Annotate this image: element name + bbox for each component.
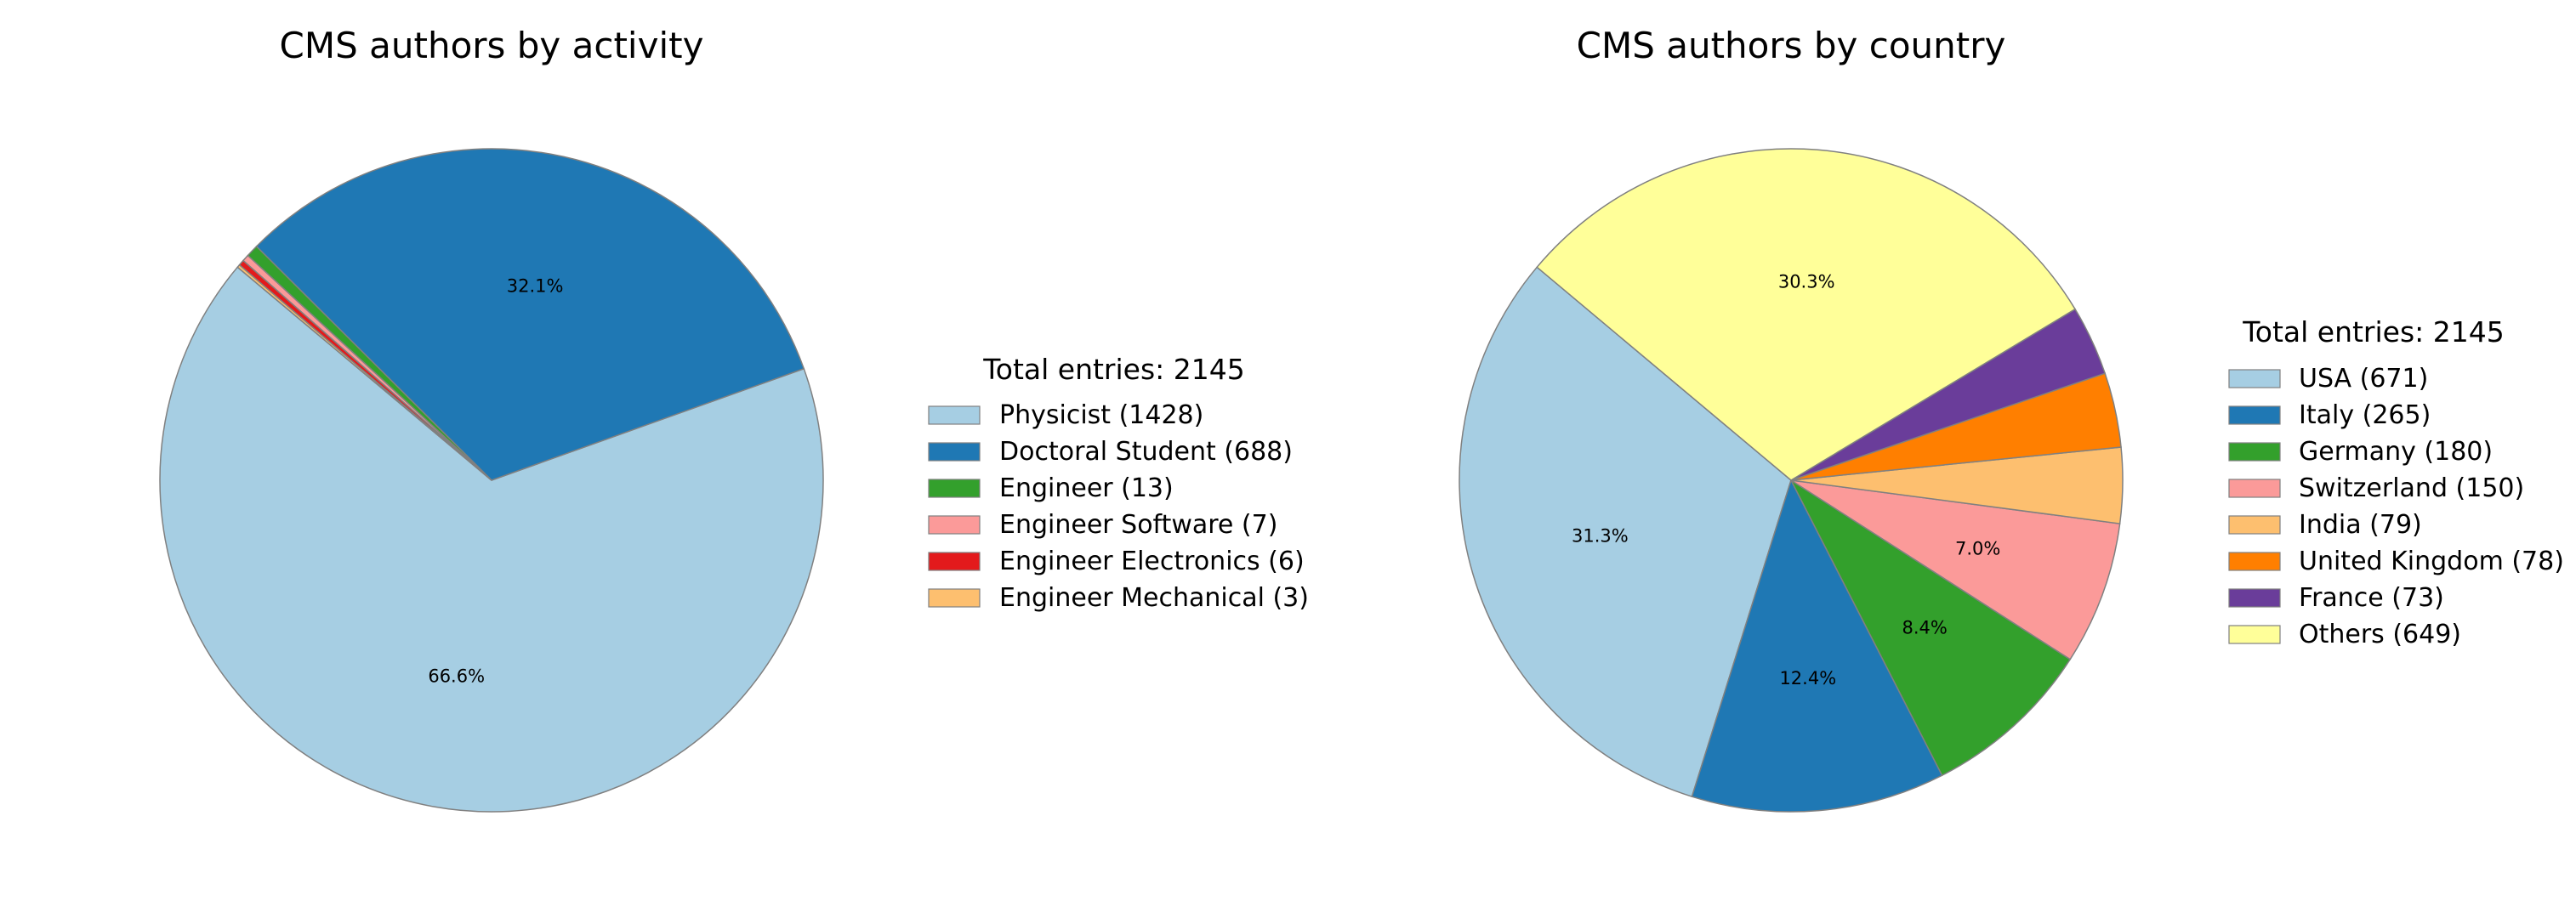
legend-title: Total entries: 2145 <box>2242 315 2505 348</box>
pie-slice <box>1459 266 1792 798</box>
legend-entry-label: Others (649) <box>2299 620 2461 649</box>
slice-percent-label: 32.1% <box>507 276 564 297</box>
legend-swatch <box>2228 588 2281 608</box>
legend-entry-label: Engineer (13) <box>999 473 1174 503</box>
legend-entry-label: India (79) <box>2299 510 2422 540</box>
legend-entry-label: Germany (180) <box>2299 437 2493 467</box>
legend-swatch <box>2228 442 2281 462</box>
slice-percent-label: 31.3% <box>1572 526 1629 547</box>
legend-entry-label: Italy (265) <box>2299 400 2431 430</box>
legend: Total entries: 2145 USA (671) Italy (265) G… <box>2228 315 2564 649</box>
legend-swatch <box>928 405 981 425</box>
legend-entry-label: Engineer Software (7) <box>999 510 1277 540</box>
chart-title: CMS authors by activity <box>280 25 704 66</box>
pie-chart-2: CMS authors by country 31.3% 12.4% 8.4% 7.0%… <box>1459 25 2564 813</box>
pie-slice <box>159 266 824 813</box>
slice-percent-label: 12.4% <box>1779 668 1836 688</box>
legend-swatch <box>2228 405 2281 425</box>
legend-entry-label: Engineer Mechanical (3) <box>999 583 1309 613</box>
legend-swatch <box>928 479 981 498</box>
legend-entry-label: Physicist (1428) <box>999 400 1203 430</box>
legend-entry-label: Doctoral Student (688) <box>999 437 1293 467</box>
legend-swatch <box>2228 552 2281 571</box>
pie-chart-1: CMS authors by activity 66.6% 32.1% Total e… <box>159 25 1309 813</box>
legend-swatch <box>928 515 981 535</box>
slice-percent-label: 7.0% <box>1955 539 2000 559</box>
legend-swatch <box>2228 625 2281 644</box>
pie-slice <box>236 264 492 481</box>
legend-swatch <box>2228 515 2281 535</box>
legend-entry-label: Switzerland (150) <box>2299 473 2524 503</box>
legend-swatch <box>928 588 981 608</box>
legend-swatch <box>2228 479 2281 498</box>
legend: Total entries: 2145 Physicist (1428) Docto… <box>928 353 1309 613</box>
slice-percent-label: 66.6% <box>428 666 485 686</box>
legend-entry-label: Engineer Electronics (6) <box>999 547 1305 576</box>
legend-swatch <box>2228 369 2281 388</box>
slice-percent-label: 8.4% <box>1902 617 1948 638</box>
legend-swatch <box>928 552 981 571</box>
pie-slice <box>1691 479 1943 813</box>
pie-slice <box>255 148 805 481</box>
slice-percent-label: 30.3% <box>1778 272 1835 292</box>
legend-entry-label: United Kingdom (78) <box>2299 547 2564 576</box>
legend-entry-label: USA (671) <box>2299 364 2428 394</box>
chart-title: CMS authors by country <box>1577 25 2006 66</box>
pie-slice <box>1789 478 2072 777</box>
legend-entry-label: France (73) <box>2299 583 2444 613</box>
legend-title: Total entries: 2145 <box>982 353 1245 386</box>
pie-slice <box>1790 479 2121 660</box>
pie-slice <box>1536 148 2077 481</box>
legend-swatch <box>928 442 981 462</box>
